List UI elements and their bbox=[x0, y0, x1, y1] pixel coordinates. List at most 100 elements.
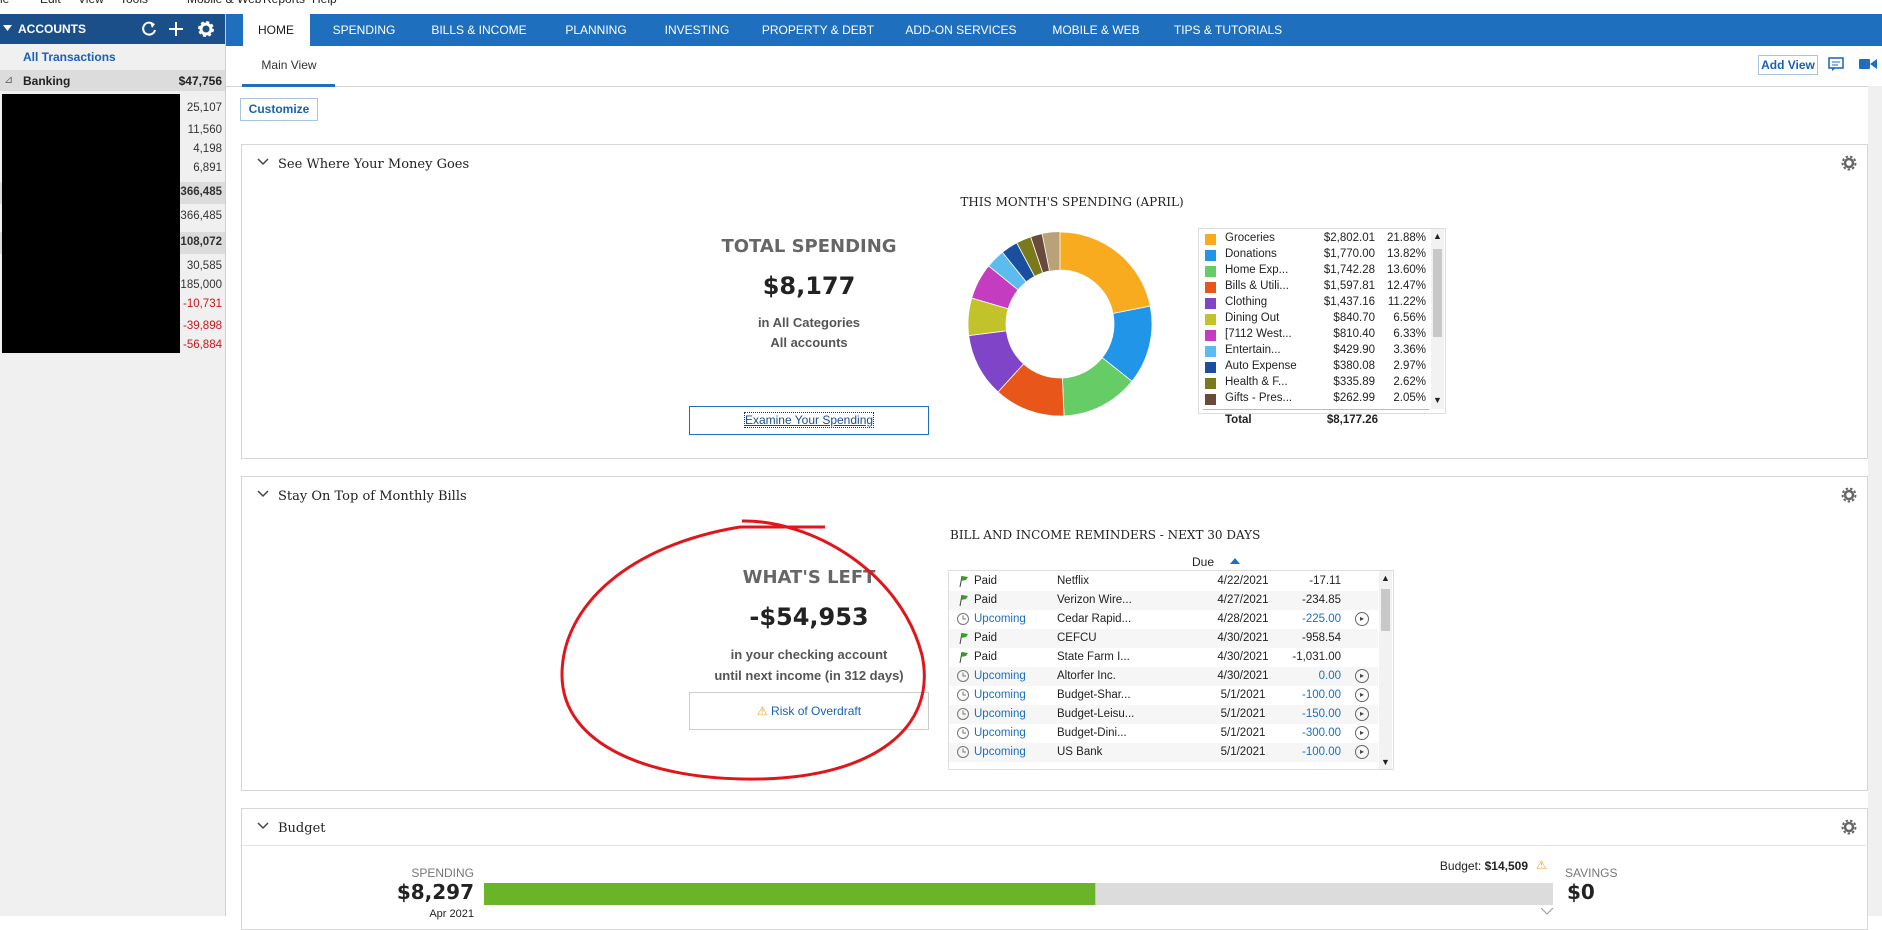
tab[interactable]: HOME bbox=[258, 23, 294, 37]
payee[interactable]: Budget-Dini... bbox=[1057, 727, 1127, 739]
gear[interactable] bbox=[1841, 819, 1857, 835]
go-button[interactable]: ▸ bbox=[1355, 688, 1369, 702]
account-balance[interactable]: -56,884 bbox=[182, 339, 222, 351]
legend-name[interactable]: Home Exp... bbox=[1225, 264, 1289, 276]
tab[interactable]: TIPS & TUTORIALS bbox=[1173, 23, 1283, 37]
menu-item[interactable]: Tools bbox=[120, 0, 148, 6]
payee[interactable]: Netflix bbox=[1057, 575, 1089, 587]
legend-name[interactable]: Groceries bbox=[1225, 232, 1275, 244]
amount: -100.00 bbox=[1301, 689, 1341, 701]
add-view-button[interactable]: Add View bbox=[1758, 55, 1818, 75]
tab[interactable]: ADD-ON SERVICES bbox=[905, 23, 1017, 37]
chart-title: THIS MONTH'S SPENDING (APRIL) bbox=[960, 195, 1184, 209]
group-balance: $47,756 bbox=[178, 74, 222, 88]
payee[interactable]: Verizon Wire... bbox=[1057, 594, 1132, 606]
donut-hole bbox=[1006, 270, 1114, 378]
status: Paid bbox=[974, 651, 998, 663]
status: Upcoming bbox=[974, 689, 1026, 701]
account-balance[interactable]: 108,072 bbox=[180, 236, 222, 248]
due-date: 5/1/2021 bbox=[1220, 689, 1266, 701]
menu-item[interactable]: Edit bbox=[40, 0, 61, 6]
legend-name[interactable]: Dining Out bbox=[1225, 312, 1280, 324]
legend-percent: 2.97% bbox=[1393, 360, 1426, 372]
due-date: 4/28/2021 bbox=[1217, 613, 1269, 625]
menu-item[interactable]: Reports bbox=[263, 0, 305, 6]
status: Upcoming bbox=[974, 727, 1026, 739]
collapse-icon[interactable] bbox=[3, 25, 12, 32]
group-row[interactable]: ⊿ Banking $47,756 bbox=[0, 70, 225, 91]
account-balance[interactable]: 4,198 bbox=[193, 143, 222, 155]
legend-name[interactable]: Entertain... bbox=[1225, 344, 1281, 356]
gear[interactable] bbox=[1841, 487, 1857, 503]
legend-name[interactable]: Gifts - Pres... bbox=[1225, 392, 1293, 404]
menu-item[interactable]: le bbox=[0, 0, 9, 6]
payee[interactable]: US Bank bbox=[1057, 746, 1103, 758]
legend-name[interactable]: [7112 West... bbox=[1225, 328, 1292, 340]
customize-button[interactable]: Customize bbox=[240, 98, 318, 121]
legend-name[interactable]: Health & F... bbox=[1225, 376, 1288, 388]
legend-name[interactable]: Donations bbox=[1225, 248, 1277, 260]
go-button[interactable]: ▸ bbox=[1355, 707, 1369, 721]
menu-item[interactable]: Help bbox=[312, 0, 337, 6]
sidebar-tools[interactable] bbox=[140, 20, 220, 38]
amount: -100.00 bbox=[1301, 746, 1341, 758]
budget-bar bbox=[484, 883, 1554, 915]
gear[interactable] bbox=[1841, 155, 1857, 171]
menu-item[interactable]: View bbox=[78, 0, 104, 6]
subtab[interactable]: Main View bbox=[261, 58, 317, 72]
account-balance[interactable]: 25,107 bbox=[186, 102, 222, 114]
all-transactions-link[interactable]: All Transactions bbox=[23, 50, 116, 64]
go-button[interactable]: ▸ bbox=[1355, 669, 1369, 683]
due-date: 4/27/2021 bbox=[1217, 594, 1269, 606]
status: Paid bbox=[974, 632, 998, 644]
tab[interactable]: BILLS & INCOME bbox=[431, 23, 527, 37]
tab[interactable]: INVESTING bbox=[664, 23, 730, 37]
legend-swatch bbox=[1205, 234, 1216, 245]
account-balance[interactable]: 6,891 bbox=[193, 162, 222, 174]
go-button[interactable]: ▸ bbox=[1355, 726, 1369, 740]
view-icons[interactable] bbox=[1828, 56, 1878, 72]
payee[interactable]: Cedar Rapid... bbox=[1057, 613, 1132, 625]
tab[interactable]: PROPERTY & DEBT bbox=[761, 23, 875, 37]
payee[interactable]: Altorfer Inc. bbox=[1057, 670, 1116, 682]
legend-swatch bbox=[1205, 346, 1216, 357]
payee[interactable]: Budget-Shar... bbox=[1057, 689, 1131, 701]
account-balance[interactable]: 30,585 bbox=[186, 260, 222, 272]
account-balance[interactable]: -10,731 bbox=[182, 298, 222, 310]
whats-left-heading: WHAT'S LEFT bbox=[742, 567, 876, 588]
account-balance[interactable]: 185,000 bbox=[180, 279, 222, 291]
status-icon bbox=[957, 746, 969, 758]
account-balance[interactable]: -39,898 bbox=[182, 320, 222, 332]
legend-name[interactable]: Auto Expense bbox=[1225, 360, 1297, 372]
due-header[interactable]: Due bbox=[1192, 555, 1215, 569]
payee[interactable]: Budget-Leisu... bbox=[1057, 708, 1135, 720]
status-icon bbox=[959, 594, 968, 607]
legend-amount: $335.89 bbox=[1333, 376, 1375, 388]
budget-month: Apr 2021 bbox=[429, 908, 474, 920]
tab[interactable]: MOBILE & WEB bbox=[1052, 23, 1140, 37]
go-button[interactable]: ▸ bbox=[1355, 612, 1369, 626]
account-balance[interactable]: 11,560 bbox=[187, 124, 222, 136]
menu-item[interactable]: Mobile & Web bbox=[187, 0, 261, 6]
legend-amount: $840.70 bbox=[1333, 312, 1375, 324]
overdraft-warning[interactable]: ⚠ Risk of Overdraft bbox=[689, 692, 929, 730]
due-date: 4/30/2021 bbox=[1217, 651, 1269, 663]
tab[interactable]: SPENDING bbox=[332, 23, 396, 37]
legend-swatch bbox=[1205, 330, 1216, 341]
legend-name[interactable]: Bills & Utili... bbox=[1225, 280, 1289, 292]
legend-name[interactable]: Clothing bbox=[1225, 296, 1268, 308]
donut-chart bbox=[967, 231, 1153, 417]
payee[interactable]: CEFCU bbox=[1057, 632, 1097, 644]
go-button[interactable]: ▸ bbox=[1355, 745, 1369, 759]
legend-swatch bbox=[1205, 282, 1216, 293]
legend-percent: 6.33% bbox=[1393, 328, 1426, 340]
examine-button[interactable]: Examine Your Spending bbox=[689, 406, 929, 435]
account-balance[interactable]: 366,485 bbox=[180, 186, 222, 198]
tab[interactable]: PLANNING bbox=[565, 23, 627, 37]
account-balance[interactable]: 366,485 bbox=[180, 210, 222, 222]
legend-percent: 11.22% bbox=[1387, 296, 1426, 308]
legend-percent: 13.60% bbox=[1386, 264, 1426, 276]
payee[interactable]: State Farm I... bbox=[1057, 651, 1130, 663]
savings-amount: $0 bbox=[1567, 880, 1595, 904]
status: Upcoming bbox=[974, 746, 1026, 758]
